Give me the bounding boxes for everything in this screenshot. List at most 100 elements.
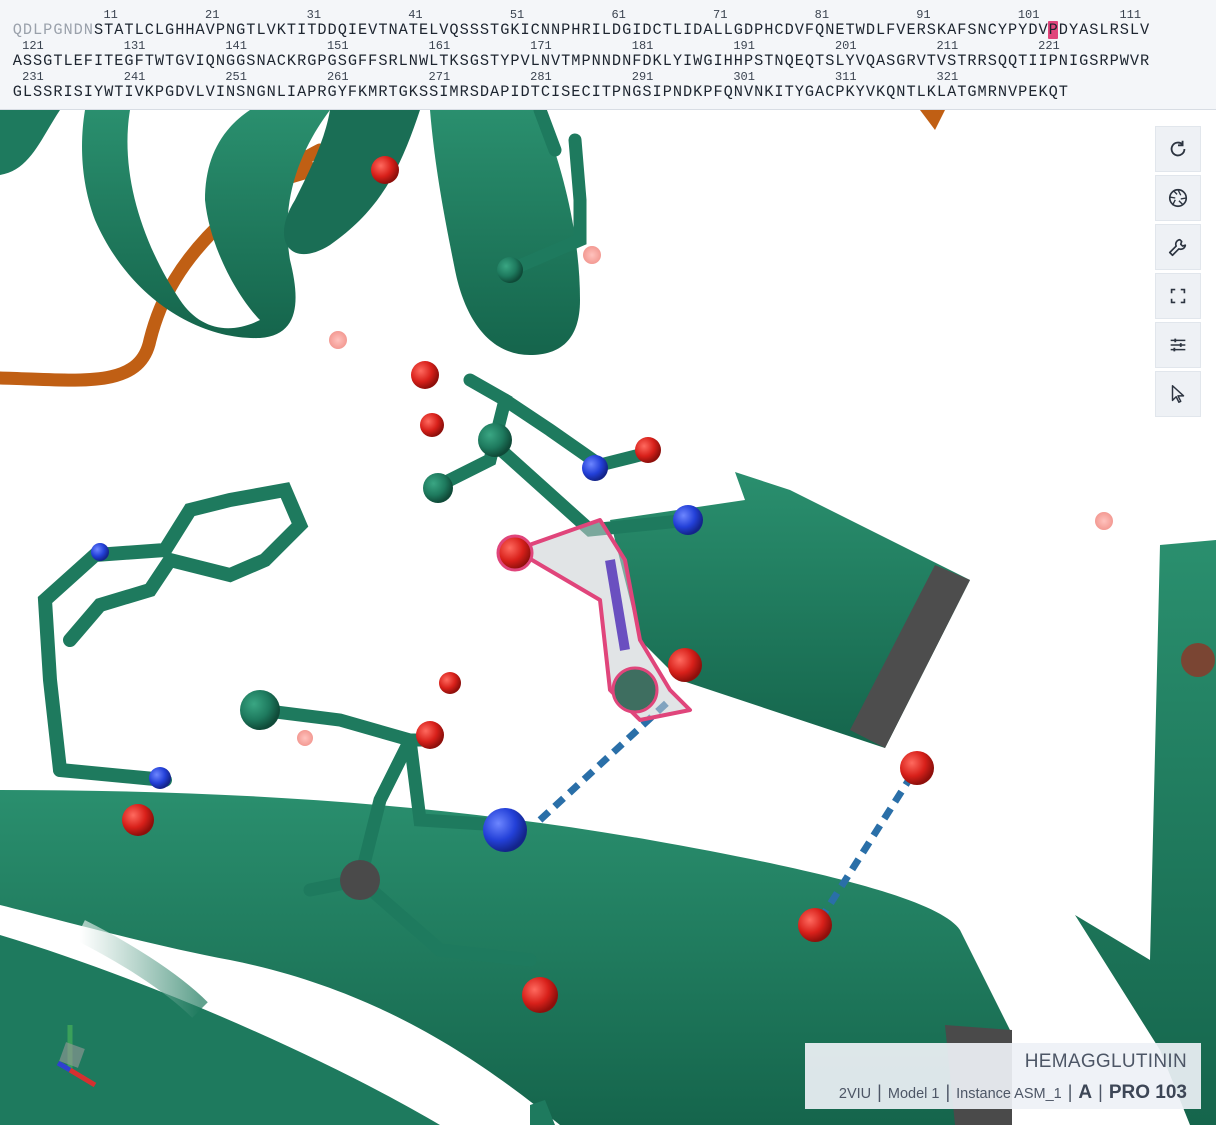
residue-letter[interactable]: N — [825, 21, 834, 39]
residue-letter[interactable]: G — [43, 52, 52, 70]
residue-letter[interactable]: R — [1140, 52, 1149, 70]
residue-letter[interactable]: I — [520, 21, 530, 39]
residue-letter[interactable]: T — [104, 52, 113, 70]
residue-letter[interactable]: N — [266, 83, 276, 101]
residue-letter[interactable]: N — [540, 52, 550, 70]
residue-letter[interactable]: L — [429, 52, 438, 70]
residue-letter[interactable]: V — [1008, 83, 1017, 101]
residue-letter[interactable]: L — [723, 21, 733, 39]
residue-letter[interactable]: S — [33, 52, 42, 70]
residue-letter[interactable]: V — [205, 21, 215, 39]
residue-letter[interactable]: H — [733, 52, 743, 70]
residue-letter[interactable]: V — [520, 52, 530, 70]
residue-letter[interactable]: S — [754, 52, 763, 70]
residue-letter[interactable]: T — [104, 21, 113, 39]
residue-letter[interactable]: G — [967, 83, 977, 101]
residue-letter[interactable]: S — [1089, 52, 1099, 70]
residue-letter[interactable]: P — [835, 83, 845, 101]
residue-letter[interactable]: Q — [815, 21, 824, 39]
residue-letter[interactable]: A — [947, 83, 956, 101]
residue-letter[interactable]: D — [22, 21, 32, 39]
residue-letter[interactable]: D — [479, 83, 489, 101]
residue-letter[interactable]: L — [713, 21, 723, 39]
residue-letter[interactable]: T — [926, 52, 936, 70]
residue-letter[interactable]: I — [652, 83, 662, 101]
residue-letter[interactable]: G — [896, 52, 906, 70]
residue-letter[interactable]: H — [764, 21, 774, 39]
residue-letter[interactable]: Y — [93, 83, 103, 101]
residue-letter[interactable]: T — [906, 83, 916, 101]
residue-letter[interactable]: D — [683, 83, 692, 101]
residue-letter[interactable]: V — [936, 52, 946, 70]
residue-letter[interactable]: P — [581, 52, 591, 70]
residue-letter[interactable]: F — [134, 52, 144, 70]
residue-letter[interactable]: R — [53, 83, 63, 101]
residue-letter[interactable]: K — [408, 83, 418, 101]
residue-letter[interactable]: A — [266, 52, 276, 70]
residue-letter[interactable]: I — [683, 21, 692, 39]
residue-letter[interactable]: E — [906, 21, 916, 39]
residue-letter[interactable]: V — [916, 52, 926, 70]
residue-letter[interactable]: D — [1058, 21, 1068, 39]
residue-letter[interactable]: N — [622, 83, 631, 101]
residue-letter[interactable]: I — [774, 83, 784, 101]
residue-letter[interactable]: V — [1129, 52, 1139, 70]
residue-letter[interactable]: V — [185, 83, 195, 101]
residue-letter[interactable]: G — [327, 83, 337, 101]
residue-letter[interactable]: G — [12, 83, 22, 101]
residue-letter[interactable]: Q — [337, 21, 347, 39]
residue-letter[interactable]: W — [154, 52, 164, 70]
residue-letter[interactable]: R — [967, 52, 977, 70]
residue-letter[interactable]: D — [327, 21, 337, 39]
residue-letter[interactable]: V — [134, 83, 144, 101]
residue-letter[interactable]: G — [347, 52, 357, 70]
residue-letter[interactable]: R — [987, 83, 997, 101]
residue-letter[interactable]: S — [43, 83, 52, 101]
residue-letter[interactable]: G — [165, 83, 174, 101]
residue-letter[interactable]: E — [358, 21, 367, 39]
settings-button[interactable] — [1155, 224, 1201, 270]
residue-letter[interactable]: A — [490, 83, 499, 101]
residue-letter[interactable]: Q — [865, 52, 875, 70]
residue-letter[interactable]: P — [561, 21, 570, 39]
molecule-canvas[interactable] — [0, 110, 1216, 1125]
residue-letter[interactable]: Y — [845, 52, 855, 70]
residue-letter[interactable]: T — [561, 52, 570, 70]
residue-letter[interactable]: S — [337, 52, 347, 70]
residue-letter[interactable]: G — [398, 83, 408, 101]
residue-letter[interactable]: R — [906, 52, 916, 70]
residue-letter[interactable]: R — [977, 52, 987, 70]
residue-letter[interactable]: Q — [804, 52, 814, 70]
residue-letter[interactable]: Q — [1048, 83, 1058, 101]
residue-letter[interactable]: K — [936, 21, 946, 39]
residue-letter[interactable]: S — [1119, 21, 1129, 39]
molecule-viewer[interactable] — [0, 110, 1216, 1125]
residue-letter[interactable]: I — [510, 83, 520, 101]
residue-letter[interactable]: T — [957, 52, 966, 70]
residue-letter[interactable]: C — [540, 83, 550, 101]
residue-letter[interactable]: F — [886, 21, 895, 39]
residue-letter[interactable]: W — [418, 52, 428, 70]
residue-letter[interactable]: M — [368, 83, 377, 101]
residue-letter[interactable]: L — [63, 52, 73, 70]
residue-letter[interactable]: W — [855, 21, 865, 39]
residue-letter[interactable]: A — [815, 83, 824, 101]
residue-letter[interactable]: V — [1038, 21, 1048, 39]
residue-letter[interactable]: N — [591, 52, 601, 70]
residue-letter[interactable]: L — [1099, 21, 1109, 39]
residue-letter[interactable]: N — [733, 83, 743, 101]
fullscreen-button[interactable] — [1155, 273, 1201, 319]
residue-letter[interactable]: V — [855, 52, 865, 70]
residue-letter[interactable]: I — [93, 52, 103, 70]
residue-letter[interactable]: S — [22, 52, 32, 70]
residue-letter[interactable]: C — [774, 21, 784, 39]
residue-letter[interactable]: C — [276, 52, 286, 70]
residue-letter[interactable]: S — [378, 52, 388, 70]
residue-letter[interactable]: G — [307, 52, 316, 70]
residue-letter[interactable]: D — [520, 83, 530, 101]
residue-letter[interactable]: A — [398, 21, 408, 39]
residue-letter[interactable]: Q — [784, 52, 794, 70]
residue-letter[interactable]: N — [63, 21, 73, 39]
residue-letter[interactable]: I — [347, 21, 357, 39]
residue-letter[interactable]: N — [540, 21, 550, 39]
